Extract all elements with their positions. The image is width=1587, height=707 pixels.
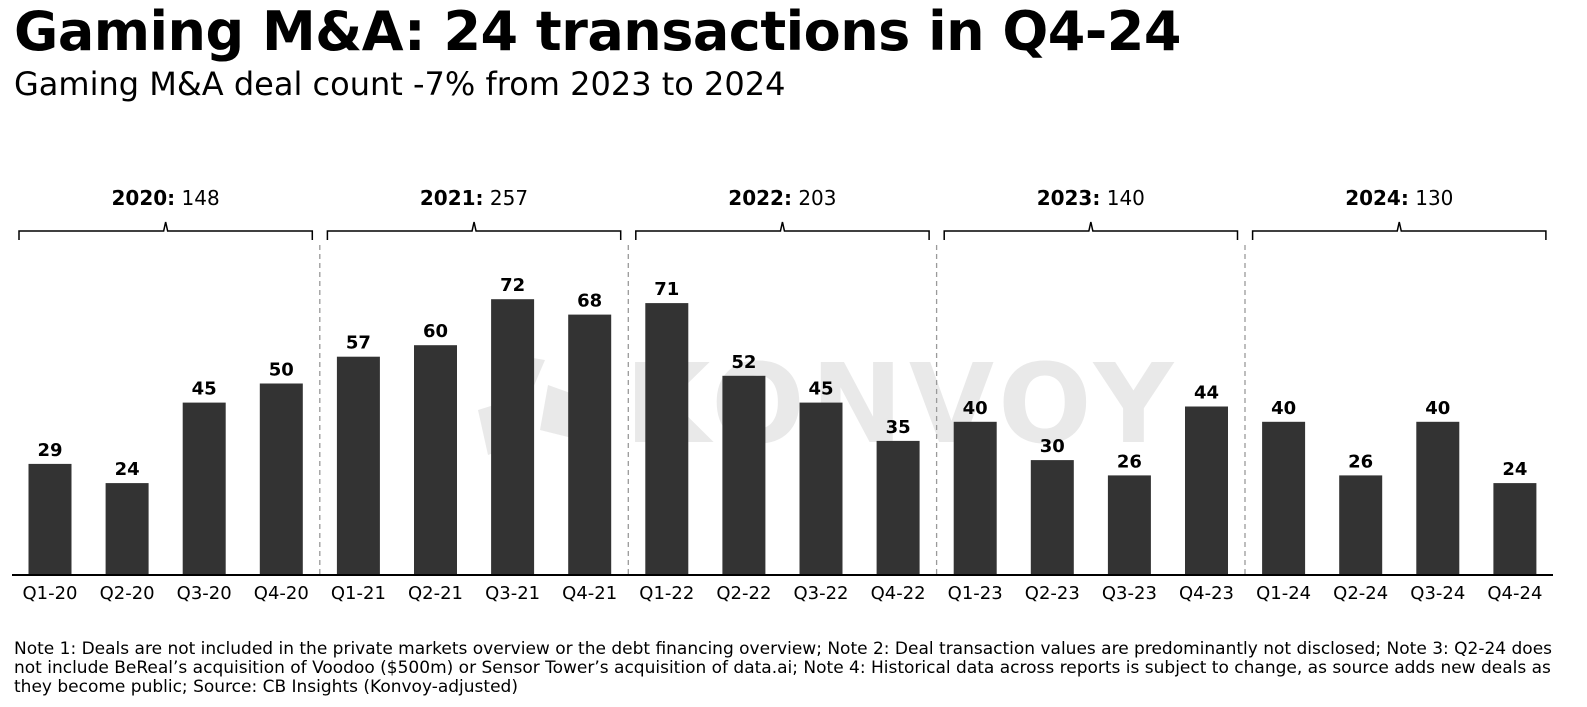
value-label-Q1-24: 40 bbox=[1271, 398, 1296, 419]
tick-label-Q4-20: Q4-20 bbox=[254, 583, 309, 604]
bar-Q2-20 bbox=[105, 483, 149, 575]
value-label-Q1-21: 57 bbox=[346, 333, 371, 354]
value-label-Q4-22: 35 bbox=[886, 417, 911, 438]
tick-label-Q3-22: Q3-22 bbox=[793, 583, 848, 604]
year-bracket bbox=[326, 221, 622, 240]
bar-Q1-24 bbox=[1262, 421, 1306, 575]
bar-Q4-24 bbox=[1493, 483, 1537, 575]
value-labels: 29 24 45 50 57 60 72 68 71 52 45 35 40 30 26 44 40 26 40 24 bbox=[37, 275, 1527, 480]
year-bracket bbox=[635, 221, 930, 240]
value-label-Q2-24: 26 bbox=[1348, 451, 1373, 472]
year-group-label: 2020: 148 bbox=[111, 186, 219, 210]
bar-Q2-23 bbox=[1030, 460, 1074, 575]
tick-label-Q2-21: Q2-21 bbox=[408, 583, 463, 604]
value-label-Q3-24: 40 bbox=[1425, 398, 1450, 419]
x-axis: Q1-20 Q2-20 Q3-20 Q4-20 Q1-21 Q2-21 Q3-21 Q4-21… bbox=[12, 574, 1553, 604]
value-label-Q3-21: 72 bbox=[500, 275, 525, 296]
year-groups: 2020: 148 2021: 257 2022: 203 2023: 140 2024… bbox=[18, 186, 1547, 240]
year-group-label: 2024: 130 bbox=[1345, 186, 1453, 210]
year-label: 2021: bbox=[420, 186, 484, 210]
year-group-label: 2021: 257 bbox=[420, 186, 528, 210]
tick-label-Q1-23: Q1-23 bbox=[948, 583, 1003, 604]
year-group-2: 2022: 203 bbox=[635, 186, 930, 240]
bar-Q1-23 bbox=[953, 421, 997, 575]
year-total: 148 bbox=[175, 186, 220, 210]
value-label-Q1-20: 29 bbox=[37, 440, 62, 461]
tick-label-Q2-20: Q2-20 bbox=[100, 583, 155, 604]
year-total: 203 bbox=[792, 186, 837, 210]
tick-label-Q4-23: Q4-23 bbox=[1179, 583, 1234, 604]
value-label-Q3-20: 45 bbox=[192, 379, 217, 400]
tick-label-Q1-24: Q1-24 bbox=[1256, 583, 1311, 604]
tick-label-Q2-24: Q2-24 bbox=[1333, 583, 1388, 604]
bar-Q4-22 bbox=[876, 440, 920, 575]
year-group-4: 2024: 130 bbox=[1251, 186, 1547, 240]
bar-Q1-22 bbox=[645, 303, 689, 575]
tick-label-Q3-21: Q3-21 bbox=[485, 583, 540, 604]
year-bracket bbox=[18, 221, 314, 240]
value-label-Q4-21: 68 bbox=[577, 291, 602, 312]
bar-Q4-20 bbox=[259, 383, 303, 575]
year-total: 140 bbox=[1100, 186, 1145, 210]
value-label-Q2-20: 24 bbox=[115, 459, 140, 480]
bar-chart: KONVOY 2020: 148 2021: 257 2022: 203 2023: … bbox=[12, 186, 1553, 604]
bar-Q1-20 bbox=[28, 463, 72, 575]
tick-label-Q1-20: Q1-20 bbox=[22, 583, 77, 604]
bar-Q2-24 bbox=[1339, 475, 1383, 575]
value-label-Q1-23: 40 bbox=[963, 398, 988, 419]
bar-Q3-22 bbox=[799, 402, 843, 575]
tick-label-Q3-20: Q3-20 bbox=[177, 583, 232, 604]
year-total: 257 bbox=[484, 186, 529, 210]
tick-label-Q3-24: Q3-24 bbox=[1410, 583, 1465, 604]
year-label: 2022: bbox=[728, 186, 792, 210]
tick-label-Q4-24: Q4-24 bbox=[1487, 583, 1542, 604]
chart-title: Gaming M&A: 24 transactions in Q4-24 bbox=[14, 0, 1181, 63]
footnote: Note 1: Deals are not included in the pr… bbox=[14, 639, 1553, 697]
value-label-Q2-21: 60 bbox=[423, 321, 448, 342]
bar-Q3-21 bbox=[491, 299, 535, 575]
year-label: 2024: bbox=[1345, 186, 1409, 210]
tick-label-Q4-21: Q4-21 bbox=[562, 583, 617, 604]
bar-Q1-21 bbox=[336, 356, 380, 575]
year-label: 2023: bbox=[1037, 186, 1101, 210]
value-label-Q4-20: 50 bbox=[269, 360, 294, 381]
bar-Q2-21 bbox=[414, 345, 457, 575]
year-bracket bbox=[1251, 221, 1547, 240]
tick-label-Q2-22: Q2-22 bbox=[716, 583, 771, 604]
value-label-Q3-23: 26 bbox=[1117, 451, 1142, 472]
value-label-Q3-22: 45 bbox=[808, 379, 833, 400]
bar-Q4-23 bbox=[1185, 406, 1228, 575]
bar-Q3-24 bbox=[1416, 421, 1460, 575]
bar-Q3-23 bbox=[1107, 475, 1151, 575]
tick-label-Q3-23: Q3-23 bbox=[1102, 583, 1157, 604]
value-label-Q2-23: 30 bbox=[1040, 436, 1065, 457]
year-group-3: 2023: 140 bbox=[943, 186, 1239, 240]
tick-label-Q1-22: Q1-22 bbox=[639, 583, 694, 604]
year-label: 2020: bbox=[111, 186, 175, 210]
bar-Q3-20 bbox=[182, 402, 226, 575]
tick-label-Q4-22: Q4-22 bbox=[871, 583, 926, 604]
year-total: 130 bbox=[1409, 186, 1454, 210]
bar-Q2-22 bbox=[722, 375, 766, 575]
year-dividers bbox=[319, 245, 1246, 575]
year-group-label: 2022: 203 bbox=[728, 186, 836, 210]
value-label-Q4-24: 24 bbox=[1502, 459, 1527, 480]
value-label-Q2-22: 52 bbox=[731, 352, 756, 373]
bar-Q4-21 bbox=[568, 314, 612, 575]
chart-subtitle: Gaming M&A deal count -7% from 2023 to 2… bbox=[14, 65, 786, 103]
year-group-label: 2023: 140 bbox=[1037, 186, 1145, 210]
value-label-Q1-22: 71 bbox=[654, 279, 679, 300]
year-bracket bbox=[943, 221, 1239, 240]
tick-label-Q1-21: Q1-21 bbox=[331, 583, 386, 604]
tick-label-Q2-23: Q2-23 bbox=[1025, 583, 1080, 604]
year-group-0: 2020: 148 bbox=[18, 186, 314, 240]
year-group-1: 2021: 257 bbox=[326, 186, 622, 240]
value-label-Q4-23: 44 bbox=[1194, 383, 1219, 404]
bars bbox=[28, 299, 1537, 575]
